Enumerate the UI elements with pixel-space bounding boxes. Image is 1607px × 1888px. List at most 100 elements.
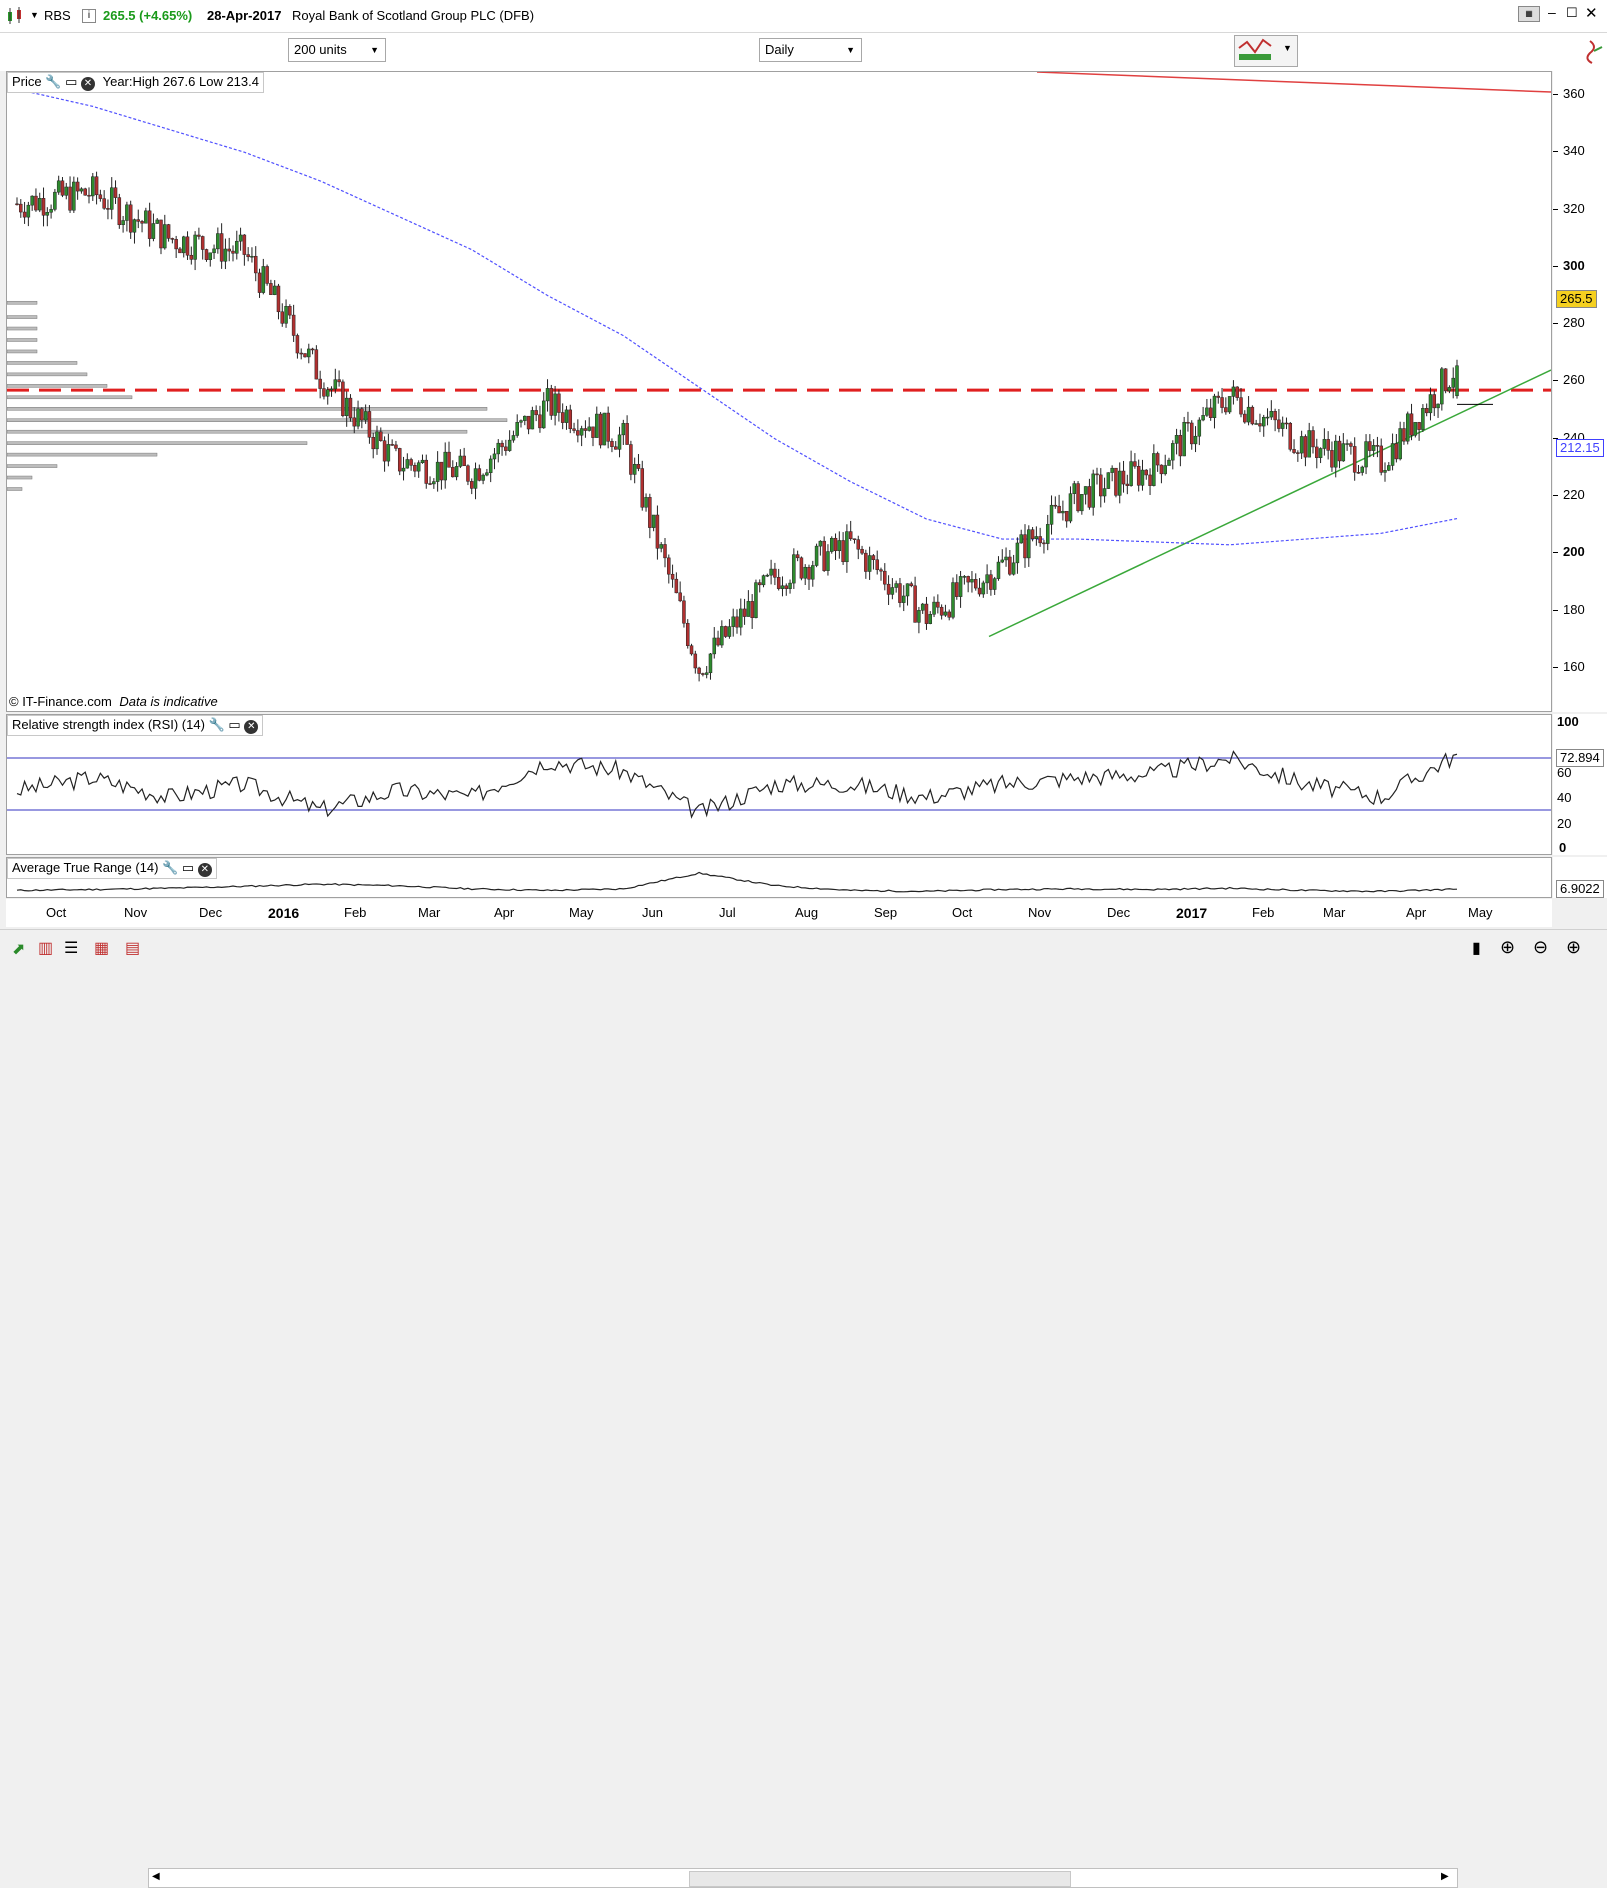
table-icon[interactable]: ▤	[125, 940, 141, 957]
candle	[1159, 464, 1164, 475]
zoom-fit-icon[interactable]: ⊕	[1500, 937, 1516, 957]
candle	[754, 582, 758, 618]
zoom-out-icon[interactable]: ⊖	[1533, 937, 1549, 957]
candle	[814, 545, 819, 566]
price-tick: 160	[1563, 659, 1585, 675]
candle	[1239, 397, 1243, 415]
uptrend-line[interactable]	[988, 369, 1551, 638]
candle	[98, 194, 103, 199]
list-icon[interactable]: ☰	[64, 940, 79, 957]
close-icon[interactable]: ✕	[244, 720, 259, 734]
candle	[1205, 407, 1209, 416]
candle	[1110, 467, 1114, 473]
candle	[977, 587, 982, 595]
candle	[1318, 448, 1323, 458]
candle	[648, 497, 652, 528]
candle	[356, 408, 360, 427]
export-icon[interactable]: ⬈	[12, 941, 26, 958]
close-window-button[interactable]: ✕	[1585, 5, 1598, 22]
time-tick: Dec	[1107, 905, 1131, 920]
window-icon[interactable]: ▭	[181, 860, 195, 875]
moving-average-line	[16, 88, 1458, 546]
atr-pane[interactable]: Average True Range (14) 🔧 ▭ ✕	[6, 857, 1552, 898]
candle	[1417, 422, 1421, 430]
candle	[833, 537, 838, 552]
candle	[15, 203, 19, 206]
candle	[966, 576, 970, 583]
candle	[204, 249, 209, 260]
keyboard-icon[interactable]: ▦	[1518, 6, 1540, 22]
candle	[678, 592, 682, 602]
atr-pane-header: Average True Range (14) 🔧 ▭ ✕	[7, 858, 217, 879]
candle	[337, 379, 341, 383]
window-icon[interactable]: ▭	[228, 717, 241, 732]
maximize-button[interactable]: ☐	[1566, 5, 1578, 20]
wrench-icon[interactable]: 🔧	[208, 717, 225, 732]
scroll-thumb[interactable]	[689, 1871, 1071, 1887]
candle	[1436, 403, 1440, 409]
scroll-right-icon[interactable]: ▶	[1441, 1871, 1449, 1882]
candle	[1326, 439, 1330, 451]
close-icon[interactable]: ✕	[80, 77, 95, 91]
volume-profile-bar	[7, 407, 488, 411]
wrench-icon[interactable]: 🔧	[162, 860, 179, 875]
candle	[829, 537, 834, 552]
candle	[458, 455, 463, 467]
candle	[1193, 435, 1198, 445]
horizontal-scrollbar[interactable]: ◀ ▶	[148, 1868, 1458, 1888]
candle	[1292, 449, 1296, 453]
candle	[348, 397, 353, 419]
price-pane[interactable]: Price 🔧 ▭ ✕ Year:High 267.6 Low 213.4 © …	[6, 71, 1552, 712]
candle	[1030, 529, 1035, 540]
candle	[386, 444, 391, 462]
price-tick: 220	[1563, 487, 1585, 503]
candle	[496, 442, 501, 455]
candle	[613, 446, 618, 450]
volume-profile-bar	[7, 464, 58, 468]
window-icon[interactable]: ▭	[65, 74, 78, 89]
chart-type-icon[interactable]: ▮	[1472, 940, 1481, 957]
downtrend-line[interactable]	[1036, 72, 1551, 93]
candle	[1356, 472, 1361, 474]
wrench-icon[interactable]: 🔧	[45, 74, 62, 89]
ma-value-tag: 212.15	[1556, 439, 1604, 457]
draw-tool-icon[interactable]	[1584, 37, 1604, 67]
info-icon[interactable]: i	[82, 9, 96, 23]
candle	[432, 481, 436, 485]
minimize-button[interactable]: –	[1548, 4, 1556, 20]
candle	[1171, 443, 1175, 461]
rsi-pane[interactable]: Relative strength index (RSI) (14) 🔧 ▭ ✕	[6, 714, 1552, 855]
candle	[1394, 443, 1399, 460]
candle	[299, 352, 303, 355]
time-axis[interactable]: Oct Nov Dec 2016 Feb Mar Apr May Jun Jul Aug Sep Oct…	[6, 899, 1552, 927]
time-tick: Feb	[344, 905, 367, 920]
candle	[920, 603, 925, 611]
price-axis[interactable]: 360 340 320 300 280 260 240 220 200 180 160	[1553, 71, 1607, 712]
candle	[1019, 534, 1023, 544]
candles-icon[interactable]: ▥	[38, 940, 54, 957]
candle	[992, 578, 997, 590]
indicator-menu-button[interactable]: ▼	[1234, 35, 1298, 67]
candle	[136, 219, 141, 222]
units-select[interactable]: 200 units ▼	[288, 38, 386, 62]
candle	[1337, 440, 1342, 462]
candle	[701, 673, 705, 675]
symbol[interactable]: RBS	[44, 8, 71, 23]
scroll-left-icon[interactable]: ◀	[152, 1871, 160, 1882]
candle	[1250, 406, 1255, 425]
close-icon[interactable]: ✕	[197, 863, 212, 877]
symbol-dropdown-icon[interactable]: ▼	[30, 10, 39, 20]
zoom-in-icon[interactable]: ⊕	[1566, 937, 1582, 957]
candle	[19, 203, 23, 213]
candle	[409, 459, 413, 466]
rsi-axis[interactable]: 100 60 40 20 0	[1553, 714, 1607, 855]
price-tick-mark	[1553, 437, 1558, 439]
candle	[1269, 411, 1274, 418]
candle	[795, 554, 800, 559]
grid-icon[interactable]: ▦	[94, 940, 110, 957]
candle	[1432, 394, 1437, 409]
candle	[420, 459, 425, 464]
period-select[interactable]: Daily ▼	[759, 38, 862, 62]
candle	[1265, 416, 1270, 419]
rsi-line	[16, 750, 1458, 819]
